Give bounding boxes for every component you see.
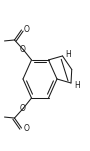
Text: H: H [74, 80, 80, 90]
Text: O: O [20, 104, 25, 112]
Text: O: O [24, 26, 29, 34]
Text: H: H [66, 50, 71, 59]
Text: O: O [24, 124, 29, 133]
Text: O: O [20, 45, 25, 55]
